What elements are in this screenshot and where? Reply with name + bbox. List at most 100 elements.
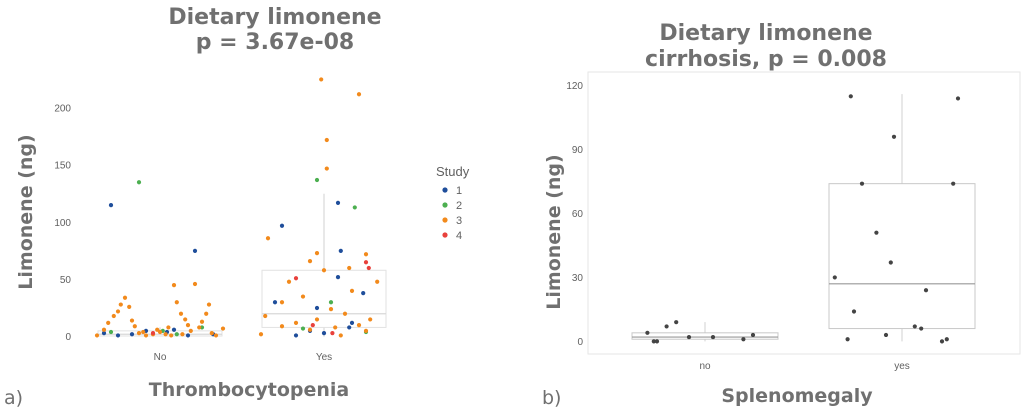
data-point-study-3 <box>209 331 214 336</box>
data-point-study-3 <box>132 324 137 329</box>
data-point-study-3 <box>213 333 219 338</box>
data-point-study-1 <box>293 333 299 338</box>
panel-a: Dietary limonene p = 3.67e-08 Limonene (… <box>4 5 470 409</box>
data-point <box>664 324 669 329</box>
data-point-study-1 <box>101 331 107 336</box>
panel-a-y-ticks: 0 50 100 150 200 <box>54 104 71 344</box>
data-point-study-2 <box>352 205 357 210</box>
data-point-study-3 <box>127 304 132 309</box>
panel-a-x-axis-title: Thrombocytopenia <box>149 379 350 401</box>
legend-label: 2 <box>456 200 462 212</box>
data-point <box>951 181 956 186</box>
data-point-study-1 <box>314 305 320 311</box>
panel-a-x-ticks: No Yes <box>154 352 333 363</box>
data-point-study-3 <box>185 323 191 328</box>
data-point <box>923 288 929 293</box>
y-tick-label: 0 <box>577 337 583 348</box>
boxplot <box>828 94 976 342</box>
data-point-study-3 <box>293 320 299 325</box>
data-point <box>891 134 897 139</box>
panel-b-x-axis-title: Splenomegaly <box>721 385 873 407</box>
data-point-study-3 <box>143 333 149 338</box>
y-tick-label: 200 <box>54 104 71 115</box>
data-point-study-2 <box>136 180 142 185</box>
data-point-study-1 <box>321 331 327 336</box>
x-tick-label: Yes <box>316 352 332 363</box>
data-point-study-1 <box>192 248 198 253</box>
data-point-study-3 <box>169 333 174 338</box>
data-point-study-3 <box>321 268 327 273</box>
panel-b-y-axis-title: Limonene (ng) <box>543 154 565 309</box>
data-point-study-3 <box>122 295 128 300</box>
data-point-study-3 <box>347 265 352 271</box>
panel-b-label: b) <box>542 387 561 409</box>
panel-a-label: a) <box>4 387 23 409</box>
legend-key-study-2 <box>442 202 448 208</box>
boxplot <box>631 322 779 342</box>
data-point-study-3 <box>206 302 212 307</box>
data-point-study-3 <box>363 252 369 257</box>
data-point <box>832 275 837 280</box>
panel-a-legend: Study 1 2 3 4 <box>436 164 470 242</box>
data-point-study-3 <box>220 326 226 331</box>
data-point-study-1 <box>272 300 278 305</box>
data-point-study-3 <box>111 313 116 319</box>
data-point-study-3 <box>333 325 338 330</box>
panel-b-points <box>645 94 961 344</box>
panel-a-title: Dietary limonene <box>168 5 381 30</box>
data-point-study-3 <box>163 332 168 337</box>
x-tick-label: no <box>699 361 711 372</box>
panel-b-subtitle: cirrhosis, p = 0.008 <box>645 47 887 72</box>
y-tick-label: 100 <box>54 218 71 229</box>
data-point-study-3 <box>174 300 179 305</box>
data-point-study-2 <box>328 300 334 305</box>
data-point-study-3 <box>188 328 193 333</box>
data-point-study-3 <box>129 318 135 323</box>
data-point <box>741 337 746 342</box>
data-point-study-2 <box>108 329 114 335</box>
data-point-study-3 <box>368 317 373 322</box>
data-point-study-2 <box>174 332 179 337</box>
legend-title: Study <box>436 164 470 179</box>
y-tick-label: 90 <box>572 145 584 156</box>
data-point-study-3 <box>363 328 369 333</box>
data-point-study-3 <box>192 281 198 287</box>
data-point-study-3 <box>199 319 205 324</box>
data-point-study-3 <box>314 317 320 322</box>
data-point <box>845 337 850 342</box>
data-point <box>859 181 865 186</box>
data-point <box>944 337 949 342</box>
data-point-study-3 <box>314 251 320 256</box>
panel-b-boxplots <box>631 94 976 342</box>
legend-label: 4 <box>456 230 462 242</box>
data-point-study-1 <box>338 248 343 253</box>
data-point-study-3 <box>265 236 271 241</box>
data-point <box>888 260 893 265</box>
data-point <box>674 320 679 325</box>
data-point-study-4 <box>363 260 369 265</box>
data-point <box>919 326 924 331</box>
data-point-study-3 <box>166 325 171 330</box>
data-point-study-3 <box>300 294 306 299</box>
panel-b-y-ticks: 0 30 60 90 120 <box>566 81 583 348</box>
data-point <box>851 309 857 314</box>
data-point <box>848 94 853 99</box>
data-point-study-4 <box>293 276 299 281</box>
data-point-study-3 <box>197 325 202 330</box>
panel-b-x-ticks: no yes <box>699 361 909 372</box>
y-tick-label: 50 <box>60 275 72 286</box>
box <box>828 183 976 330</box>
data-point-study-3 <box>106 320 111 325</box>
data-point-study-1 <box>335 275 341 280</box>
data-point <box>939 339 945 344</box>
box <box>261 269 387 328</box>
data-point-study-3 <box>263 313 268 319</box>
data-point-study-3 <box>136 331 142 336</box>
data-point-study-3 <box>204 311 209 316</box>
data-point-study-4 <box>366 265 371 271</box>
y-tick-label: 150 <box>54 161 71 172</box>
data-point-study-3 <box>157 329 163 335</box>
data-point-study-1 <box>115 333 121 338</box>
y-tick-label: 120 <box>566 81 583 92</box>
